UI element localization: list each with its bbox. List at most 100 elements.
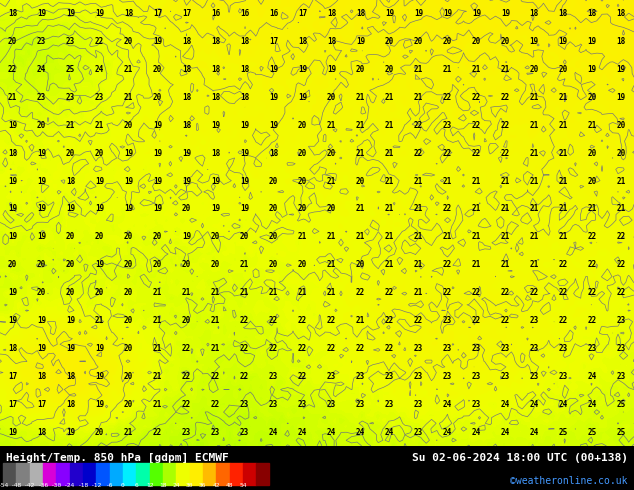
Text: 21: 21 — [530, 176, 539, 186]
Text: 19: 19 — [617, 65, 626, 74]
Text: 23: 23 — [414, 372, 423, 381]
Bar — [190, 463, 203, 485]
Text: 23: 23 — [501, 344, 510, 353]
Text: 21: 21 — [327, 232, 336, 242]
Text: 21: 21 — [559, 176, 568, 186]
Text: 23: 23 — [617, 344, 626, 353]
Text: 18: 18 — [211, 65, 220, 74]
Text: 20: 20 — [124, 316, 133, 325]
Text: 19: 19 — [37, 232, 46, 242]
Text: 23: 23 — [472, 344, 481, 353]
Text: 22: 22 — [588, 316, 597, 325]
Text: 19: 19 — [356, 37, 365, 46]
Text: 21: 21 — [95, 316, 104, 325]
Bar — [43, 463, 56, 485]
Text: 25: 25 — [617, 428, 626, 437]
Text: 25: 25 — [559, 428, 568, 437]
Text: 21: 21 — [327, 288, 336, 297]
Text: 23: 23 — [385, 400, 394, 409]
Text: 18: 18 — [211, 148, 220, 158]
Text: 21: 21 — [385, 176, 394, 186]
Text: 18: 18 — [182, 65, 191, 74]
Text: 18: 18 — [8, 9, 17, 18]
Text: 23: 23 — [269, 372, 278, 381]
Text: 20: 20 — [66, 260, 75, 270]
Text: 19: 19 — [95, 260, 104, 270]
Text: 19: 19 — [37, 148, 46, 158]
Text: 20: 20 — [385, 37, 394, 46]
Text: 20: 20 — [124, 260, 133, 270]
Text: 21: 21 — [211, 288, 220, 297]
Text: 25: 25 — [617, 400, 626, 409]
Text: 23: 23 — [327, 372, 336, 381]
Text: 21: 21 — [588, 121, 597, 130]
Text: 23: 23 — [559, 372, 568, 381]
Text: 22: 22 — [414, 121, 423, 130]
Text: 20: 20 — [588, 176, 597, 186]
Text: 20: 20 — [182, 260, 191, 270]
Text: 19: 19 — [124, 176, 133, 186]
Text: 19: 19 — [8, 288, 17, 297]
Bar — [96, 463, 110, 485]
Text: 22: 22 — [385, 316, 394, 325]
Text: 23: 23 — [240, 400, 249, 409]
Text: 19: 19 — [530, 37, 539, 46]
Text: 21: 21 — [414, 260, 423, 270]
Text: 20: 20 — [327, 204, 336, 214]
Text: 20: 20 — [66, 148, 75, 158]
Text: 21: 21 — [443, 232, 452, 242]
Text: 20: 20 — [298, 176, 307, 186]
Text: 20: 20 — [153, 260, 162, 270]
Text: 21: 21 — [240, 288, 249, 297]
Text: 20: 20 — [327, 148, 336, 158]
Text: 21: 21 — [559, 148, 568, 158]
Text: 19: 19 — [269, 121, 278, 130]
Text: 19: 19 — [66, 316, 75, 325]
Text: 18: 18 — [211, 37, 220, 46]
Text: 21: 21 — [153, 400, 162, 409]
Text: 22: 22 — [182, 344, 191, 353]
Text: 20: 20 — [95, 232, 104, 242]
Text: 22: 22 — [472, 288, 481, 297]
Text: 20: 20 — [124, 400, 133, 409]
Text: 24: 24 — [327, 428, 336, 437]
Text: 22: 22 — [327, 316, 336, 325]
Text: 19: 19 — [95, 9, 104, 18]
Text: 19: 19 — [8, 121, 17, 130]
Text: 21: 21 — [501, 232, 510, 242]
Text: 22: 22 — [95, 37, 104, 46]
Text: 20: 20 — [298, 121, 307, 130]
Text: 22: 22 — [588, 232, 597, 242]
Text: 21: 21 — [530, 148, 539, 158]
Text: 20: 20 — [269, 260, 278, 270]
Text: 21: 21 — [356, 316, 365, 325]
Text: 20: 20 — [588, 93, 597, 102]
Text: 21: 21 — [414, 204, 423, 214]
Text: 23: 23 — [414, 428, 423, 437]
Text: 20: 20 — [356, 176, 365, 186]
Text: 21: 21 — [472, 176, 481, 186]
Text: 23: 23 — [66, 37, 75, 46]
Text: 18: 18 — [8, 344, 17, 353]
Text: 22: 22 — [298, 344, 307, 353]
Text: 23: 23 — [443, 121, 452, 130]
Text: 18: 18 — [37, 372, 46, 381]
Text: 21: 21 — [501, 260, 510, 270]
Text: 20: 20 — [182, 316, 191, 325]
Text: -48: -48 — [11, 483, 22, 488]
Text: ©weatheronline.co.uk: ©weatheronline.co.uk — [510, 476, 628, 486]
Text: -18: -18 — [77, 483, 89, 488]
Text: 19: 19 — [327, 65, 336, 74]
Text: 20: 20 — [269, 176, 278, 186]
Text: 22: 22 — [240, 372, 249, 381]
Text: 19: 19 — [66, 344, 75, 353]
Text: 22: 22 — [8, 65, 17, 74]
Text: 20: 20 — [269, 232, 278, 242]
Text: 18: 18 — [356, 9, 365, 18]
Bar — [176, 463, 190, 485]
Text: 24: 24 — [443, 400, 452, 409]
Text: 18: 18 — [66, 400, 75, 409]
Bar — [136, 463, 150, 485]
Text: 24: 24 — [559, 400, 568, 409]
Text: 18: 18 — [37, 428, 46, 437]
